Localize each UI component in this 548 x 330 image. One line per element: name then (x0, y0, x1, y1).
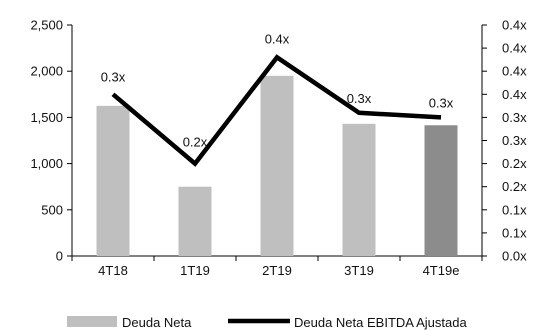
right-tick-label: 0.3x (502, 110, 527, 125)
data-label: 0.3x (101, 69, 126, 84)
right-tick-label: 0.2x (502, 179, 527, 194)
right-tick-label: 0.0x (502, 249, 527, 264)
right-tick-label: 0.4x (502, 87, 527, 102)
x-axis: 4T18 1T19 2T19 3T19 4T19e (71, 255, 483, 278)
x-tick-label: 4T19e (423, 263, 460, 278)
data-label: 0.4x (265, 31, 290, 46)
line-series (111, 54, 442, 167)
x-tick-label: 3T19 (344, 263, 374, 278)
x-tick-label: 4T18 (98, 263, 128, 278)
left-tick-label: 1,500 (30, 110, 63, 125)
data-label: 0.3x (347, 91, 372, 106)
right-tick-label: 0.3x (502, 133, 527, 148)
bar-series (96, 75, 458, 256)
left-tick-label: 2,000 (30, 64, 63, 79)
right-tick-label: 0.2x (502, 156, 527, 171)
x-tick-label: 2T19 (262, 263, 292, 278)
left-tick-label: 0 (56, 249, 63, 264)
left-tick-label: 2,500 (30, 18, 63, 33)
bar-4t18 (96, 105, 130, 256)
data-labels: 0.3x 0.2x 0.4x 0.3x 0.3x (101, 31, 454, 149)
data-label: 0.2x (183, 135, 208, 150)
left-y-axis: 0 500 1,000 1,500 2,000 2,500 (30, 18, 73, 264)
left-tick-label: 1,000 (30, 156, 63, 171)
right-tick-label: 0.4x (502, 64, 527, 79)
bar-2t19 (260, 75, 294, 256)
right-tick-label: 0.4x (502, 41, 527, 56)
left-tick-label: 500 (41, 202, 63, 217)
legend-label-deuda-neta: Deuda Neta (122, 315, 192, 330)
legend-label-ebitda: Deuda Neta EBITDA Ajustada (294, 315, 467, 330)
ebitda-line (111, 54, 442, 167)
legend-swatch-deuda-neta (67, 316, 117, 327)
x-tick-label: 1T19 (180, 263, 210, 278)
right-y-axis: 0.0x 0.1x 0.1x 0.2x 0.2x 0.3x 0.3x 0.4x 0.4x 0.4x… (481, 18, 527, 264)
bar-4t19e (424, 125, 458, 256)
bar-3t19 (342, 123, 376, 256)
bar-1t19 (178, 186, 212, 256)
legend: Deuda Neta Deuda Neta EBITDA Ajustada (67, 315, 467, 330)
right-tick-label: 0.1x (502, 225, 527, 240)
right-tick-label: 0.1x (502, 202, 527, 217)
data-label: 0.3x (429, 95, 454, 110)
right-tick-label: 0.4x (502, 18, 527, 33)
